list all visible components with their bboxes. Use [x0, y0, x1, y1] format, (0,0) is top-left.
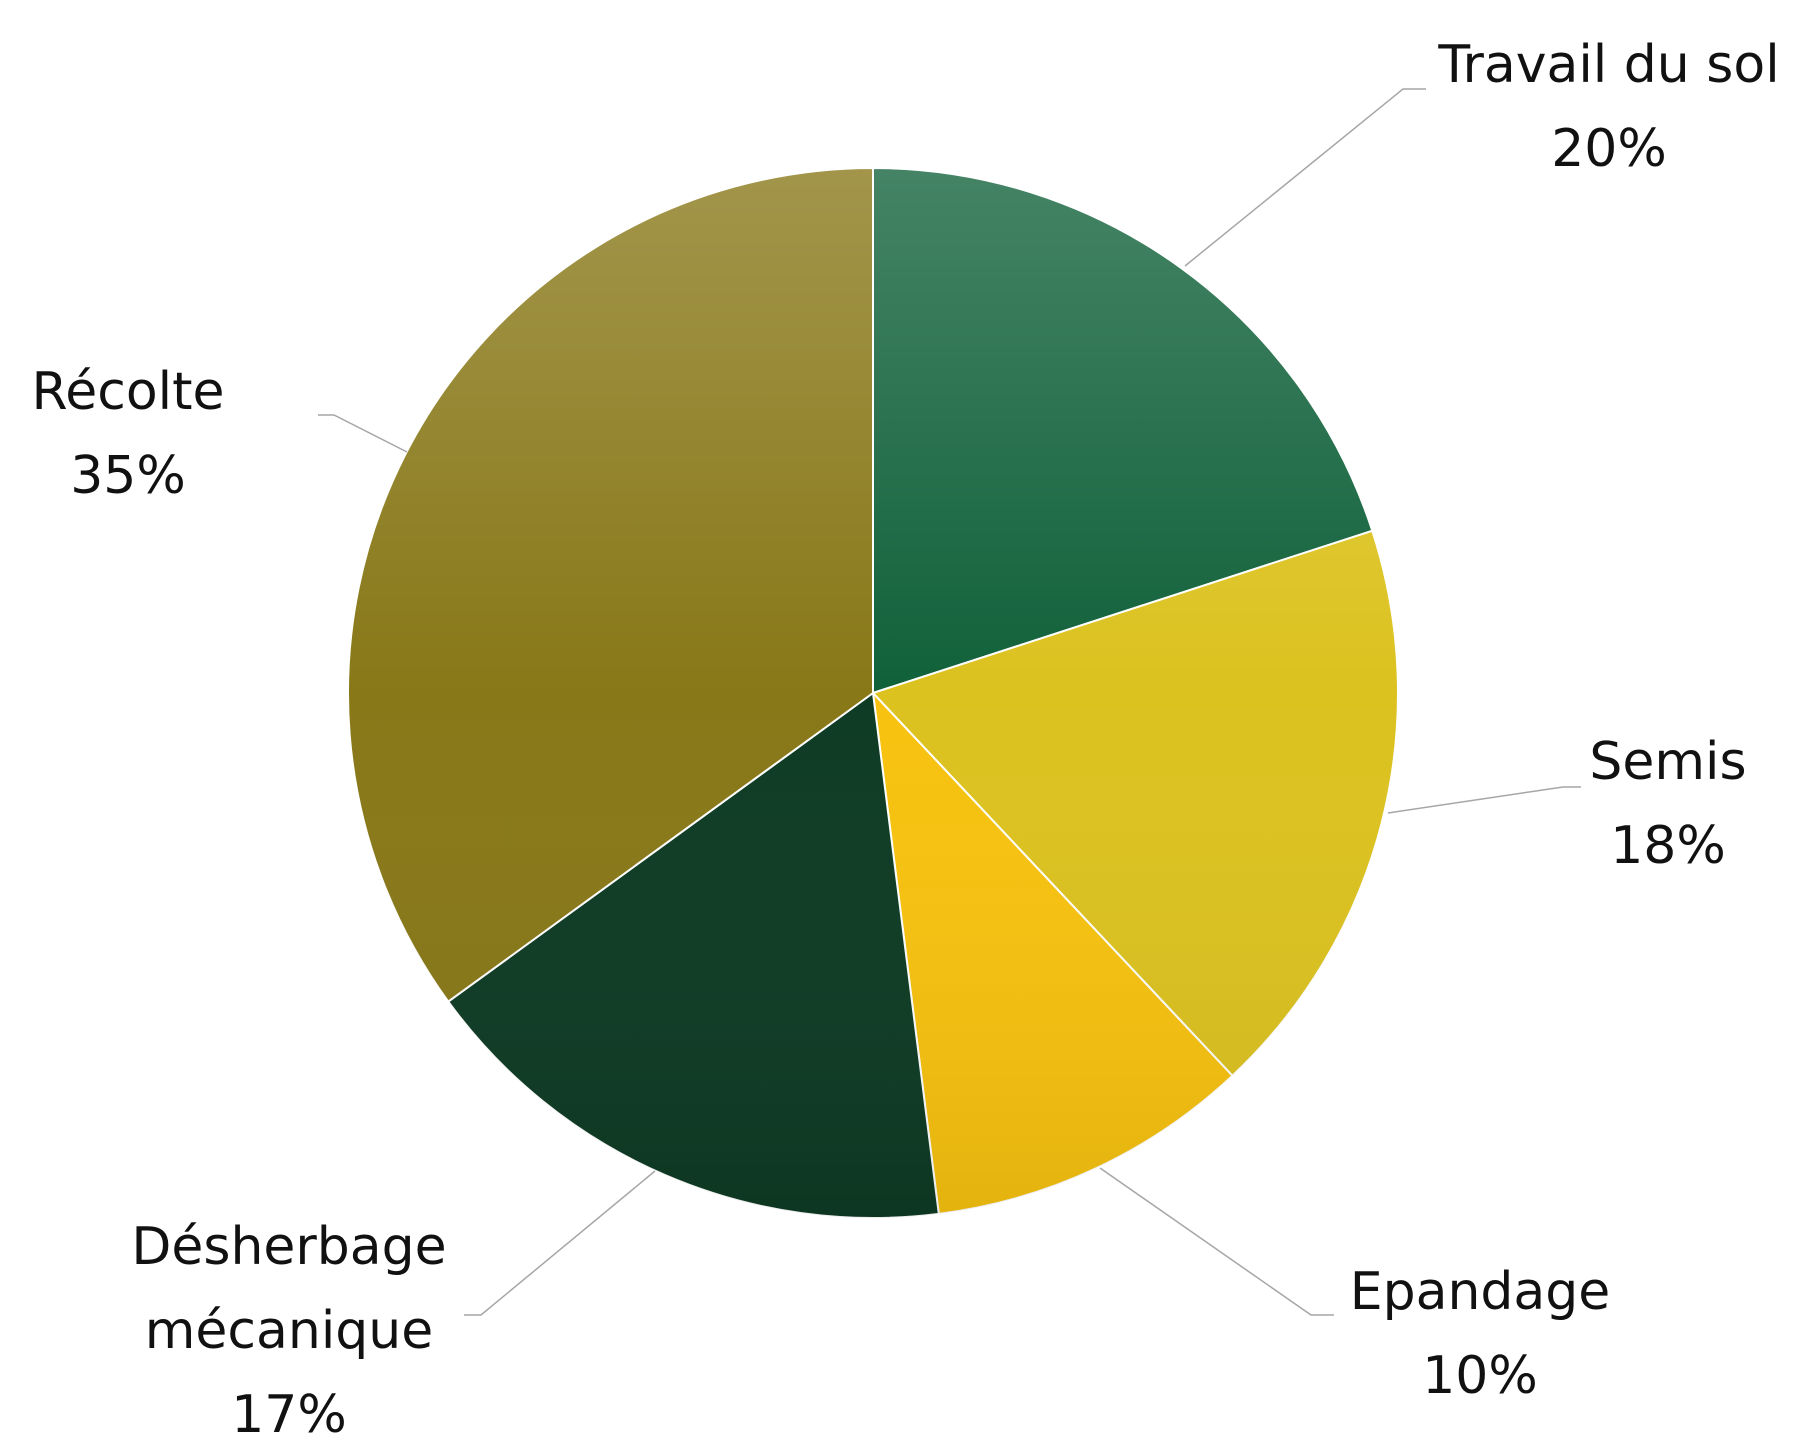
leader-line — [318, 414, 408, 453]
data-label: Semis 18% — [1518, 720, 1796, 888]
label-value: 10% — [1422, 1346, 1538, 1406]
leader-line — [464, 1170, 656, 1316]
leader-line — [1184, 88, 1426, 267]
label-value: 20% — [1551, 119, 1667, 179]
leader-line — [1387, 786, 1581, 814]
label-category: Semis — [1589, 732, 1747, 792]
label-value: 17% — [231, 1385, 347, 1441]
data-label: Epandage 10% — [1315, 1250, 1645, 1418]
data-label: Travail du sol 20% — [1399, 23, 1796, 191]
label-category: Désherbage mécanique — [131, 1217, 447, 1361]
label-value: 18% — [1610, 816, 1726, 876]
label-category: Travail du sol — [1438, 35, 1780, 95]
label-category: Epandage — [1349, 1262, 1611, 1322]
data-label: Désherbage mécanique 17% — [119, 1205, 459, 1441]
data-label: Récolte 35% — [3, 350, 253, 518]
label-value: 35% — [70, 446, 186, 506]
leader-line — [1099, 1167, 1334, 1316]
label-category: Récolte — [31, 362, 225, 422]
